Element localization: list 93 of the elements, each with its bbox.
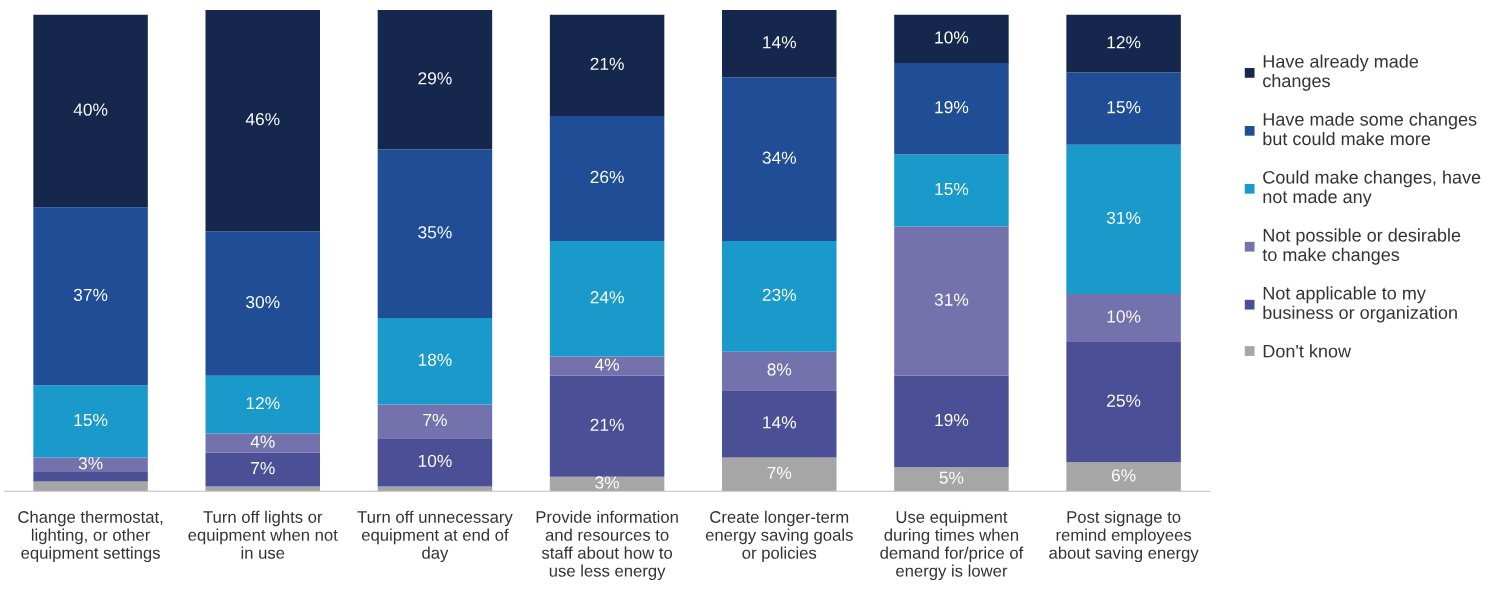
x-tick-label: Change thermostat, lighting, or other equipment settings [18, 510, 163, 563]
data-label: 21% [590, 57, 624, 70]
data-label: 30% [246, 295, 280, 309]
bar [549, 241, 665, 357]
data-label: 8% [767, 363, 792, 376]
data-label: 6% [1111, 469, 1136, 482]
data-label: 31% [1106, 211, 1141, 224]
bar [722, 457, 837, 492]
data-label: 7% [423, 413, 447, 427]
x-tick-label: Turn off lights or equipment when not in use [188, 510, 338, 559]
data-label: 34% [762, 151, 797, 164]
bar [1066, 144, 1181, 294]
bar [205, 486, 320, 492]
bar [377, 404, 493, 439]
bar [33, 457, 148, 472]
bar [33, 207, 148, 386]
bar [549, 356, 665, 376]
bar [1066, 293, 1181, 343]
bar [549, 375, 665, 477]
data-label: 35% [418, 226, 452, 239]
data-label: 18% [418, 353, 452, 366]
bar [33, 385, 148, 458]
bar [549, 476, 665, 492]
data-label: 15% [74, 413, 108, 427]
bar [549, 115, 665, 241]
x-tick-label: Turn off unnecessary equipment at end of day [357, 510, 513, 563]
data-label: 46% [245, 113, 280, 126]
bar [33, 481, 148, 492]
bar [894, 226, 1009, 376]
legend-label: Have made some changes but could make more [1263, 112, 1477, 146]
bar [894, 14, 1009, 63]
data-label: 10% [935, 31, 969, 44]
legend-label: Could make changes, have not made any [1263, 170, 1481, 207]
data-label: 12% [246, 396, 280, 410]
data-label: 12% [1107, 36, 1141, 49]
bar [1066, 14, 1181, 73]
data-label: 40% [73, 103, 108, 116]
bar [722, 351, 837, 391]
bar [1066, 342, 1181, 463]
bar [894, 154, 1009, 227]
data-label: 10% [1107, 310, 1141, 323]
bar [722, 77, 837, 241]
data-label: 25% [1107, 394, 1141, 407]
x-tick-label: Provide information and resources to staff about how to use less energy [536, 510, 678, 581]
data-label: 37% [73, 288, 108, 301]
bar [205, 231, 320, 376]
data-label: 24% [590, 291, 624, 304]
bar [377, 149, 493, 318]
bar [33, 14, 148, 208]
bar [377, 486, 493, 492]
data-label: 26% [590, 170, 624, 184]
data-label: 10% [418, 454, 452, 468]
bar [549, 14, 665, 116]
data-label: 19% [935, 101, 969, 114]
x-tick-label: Create longer-term energy saving goals or policies [705, 510, 853, 563]
legend-label: Not possible or desirable to make changes [1262, 228, 1461, 265]
data-label: 15% [1107, 101, 1141, 114]
data-label: 5% [939, 471, 964, 484]
bar [377, 438, 493, 487]
bar [722, 390, 837, 458]
data-label: 21% [590, 418, 624, 431]
bar [205, 10, 320, 232]
x-tick-label: Use equipment during times when demand for/price of energy is lower [880, 510, 1024, 581]
bar [33, 471, 148, 482]
bar [377, 317, 493, 405]
bar [205, 375, 320, 434]
bar [205, 433, 320, 453]
bar [722, 10, 837, 78]
data-label: 31% [934, 293, 969, 306]
data-label: 23% [762, 288, 797, 301]
x-tick-label: Post signage to remind employees about saving energy [1049, 510, 1199, 563]
data-label: 14% [763, 416, 797, 429]
legend-label: Don't know [1263, 344, 1352, 358]
legend-label: Not applicable to my business or organization [1263, 286, 1457, 323]
data-label: 3% [595, 476, 620, 489]
data-label: 14% [763, 36, 797, 49]
bar [722, 241, 837, 352]
bar [1066, 462, 1181, 492]
legend-label: Have already made changes [1263, 54, 1419, 91]
bar [894, 62, 1009, 155]
data-label: 4% [594, 358, 620, 371]
data-label: 4% [250, 435, 275, 448]
data-label: 19% [935, 413, 969, 427]
bar [894, 375, 1009, 468]
data-label: 15% [935, 182, 969, 196]
bar [894, 467, 1009, 492]
data-label: 3% [78, 457, 103, 470]
bar [1066, 72, 1181, 145]
data-label: 7% [767, 466, 792, 479]
data-label: 29% [418, 72, 452, 85]
bar [377, 10, 493, 150]
data-label: 7% [251, 462, 275, 475]
bar [205, 452, 320, 487]
